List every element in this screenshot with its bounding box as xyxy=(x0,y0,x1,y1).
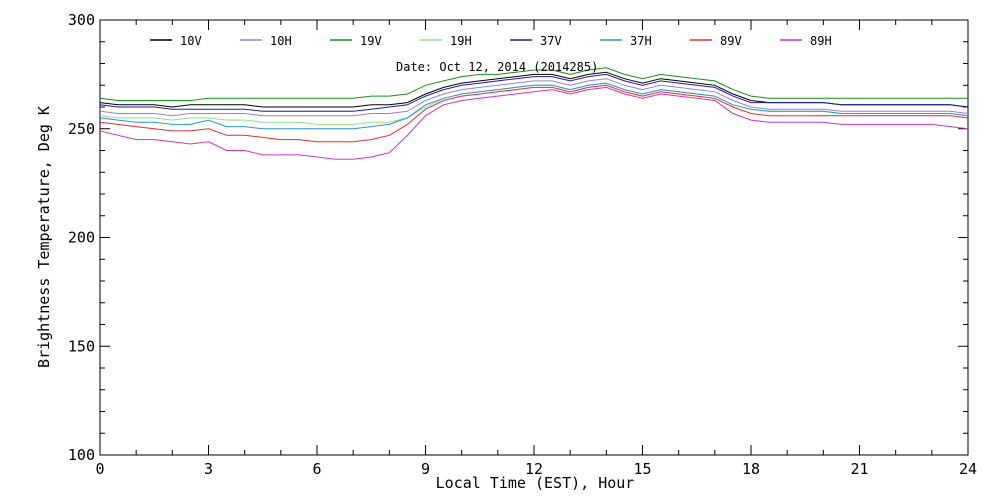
date-annotation: Date: Oct 12, 2014 (2014285) xyxy=(396,60,598,74)
legend-label-19v: 19V xyxy=(360,34,382,48)
x-tick-label: 0 xyxy=(95,460,104,478)
y-tick-label: 100 xyxy=(68,446,95,464)
x-axis-title: Local Time (EST), Hour xyxy=(436,474,635,492)
x-tick-label: 9 xyxy=(421,460,430,478)
x-tick-label: 21 xyxy=(850,460,868,478)
x-tick-label: 12 xyxy=(525,460,543,478)
series-line-10h xyxy=(99,78,969,117)
series-line-19h xyxy=(99,82,969,125)
y-tick-label: 300 xyxy=(68,11,95,29)
series-line-37h xyxy=(99,82,969,130)
y-tick-label: 150 xyxy=(68,337,95,355)
tick-labels: 0 3 6 9 12 15 18 21 24 100 150 200 250 300 xyxy=(68,11,977,478)
legend-label-37h: 37H xyxy=(630,34,652,48)
legend-label-89v: 89V xyxy=(720,34,742,48)
legend-label-10h: 10H xyxy=(270,34,292,48)
y-tick-label: 200 xyxy=(68,229,95,247)
x-tick-label: 24 xyxy=(959,460,977,478)
legend-label-37v: 37V xyxy=(540,34,562,48)
x-tick-label: 15 xyxy=(633,460,651,478)
legend-label-89h: 89H xyxy=(810,34,832,48)
series-line-89v xyxy=(99,84,969,143)
legend-label-19h: 19H xyxy=(450,34,472,48)
x-tick-label: 3 xyxy=(204,460,213,478)
legend: 10V 10H 19V 19H 37V 37H 89V 89H xyxy=(150,34,832,48)
legend-label-10v: 10V xyxy=(180,34,202,48)
series-line-37v xyxy=(99,73,969,112)
series-layer xyxy=(99,67,969,160)
series-line-19v xyxy=(99,67,968,101)
y-axis-title: Brightness Temperature, Deg K xyxy=(35,106,53,368)
x-tick-label: 6 xyxy=(312,460,321,478)
series-line-89h xyxy=(99,86,969,160)
y-tick-label: 250 xyxy=(68,120,95,138)
axis-ticks xyxy=(99,19,969,456)
x-tick-label: 18 xyxy=(742,460,760,478)
series-line-10v xyxy=(99,71,969,108)
